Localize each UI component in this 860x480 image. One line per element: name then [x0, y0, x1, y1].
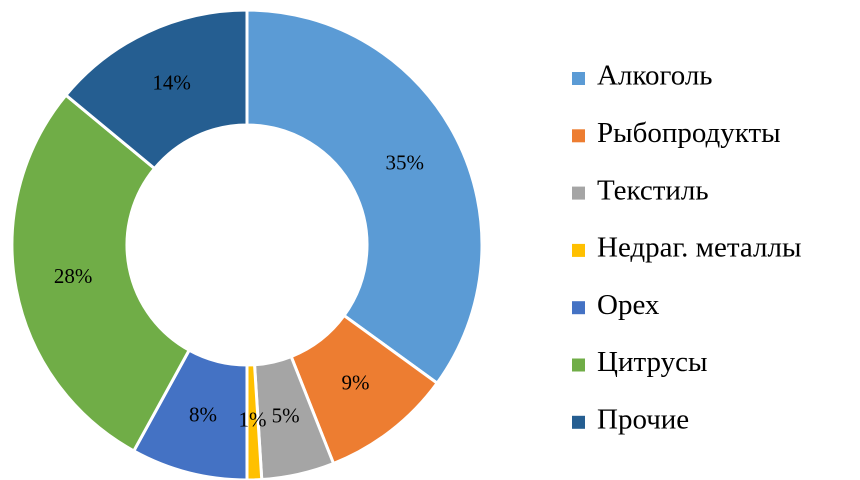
- legend-swatch: [572, 358, 585, 372]
- legend-label: Орех: [597, 289, 660, 321]
- data-label: 1%: [239, 408, 267, 432]
- legend-label: Рыбопродукты: [597, 117, 781, 149]
- legend-swatch: [572, 243, 585, 257]
- legend-swatch: [572, 186, 585, 200]
- legend-swatch: [572, 415, 585, 429]
- data-label: 8%: [189, 402, 217, 426]
- data-label: 9%: [341, 371, 369, 395]
- legend-swatch: [572, 129, 585, 143]
- data-label: 14%: [152, 71, 191, 95]
- donut-slice: [245, 8, 484, 386]
- data-label: 28%: [54, 264, 93, 288]
- legend-label: Цитрусы: [597, 346, 707, 378]
- legend-label: Прочие: [597, 403, 689, 435]
- legend-swatch: [572, 301, 585, 315]
- legend-label: Текстиль: [597, 174, 709, 206]
- data-label: 35%: [385, 150, 424, 174]
- data-label: 5%: [272, 404, 300, 428]
- donut-slice: [10, 93, 192, 453]
- legend-label: Недраг. металлы: [597, 232, 802, 264]
- legend-label: Алкоголь: [597, 60, 713, 92]
- donut-slice: [63, 8, 249, 171]
- legend-swatch: [572, 72, 585, 85]
